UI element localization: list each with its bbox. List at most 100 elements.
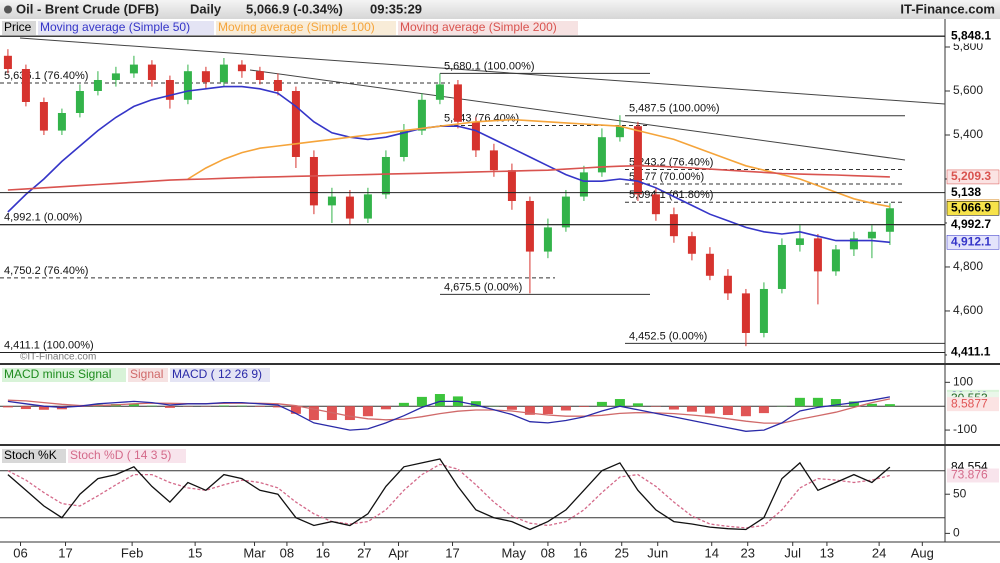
histogram-bar bbox=[362, 406, 373, 417]
candle-body bbox=[435, 84, 444, 100]
legend-entry: Moving average (Simple 100) bbox=[218, 20, 375, 34]
candle-body bbox=[867, 231, 876, 239]
candle-body bbox=[327, 196, 336, 206]
candle-body bbox=[453, 84, 462, 122]
candle-body bbox=[507, 170, 516, 201]
fib-label: 4,411.1 (100.00%) bbox=[4, 339, 94, 351]
candle-body bbox=[147, 64, 156, 80]
legend-entry: Moving average (Simple 200) bbox=[400, 20, 557, 34]
histogram-bar bbox=[380, 406, 391, 410]
price-label-box bbox=[947, 217, 999, 232]
candle-body bbox=[363, 194, 372, 219]
candle-body bbox=[651, 194, 660, 215]
candle-body bbox=[795, 238, 804, 245]
histogram-bar bbox=[470, 401, 481, 407]
histogram-bar bbox=[560, 406, 571, 411]
x-tick-label: 08 bbox=[541, 545, 555, 560]
histogram-bar bbox=[524, 406, 535, 415]
legend-bg bbox=[398, 21, 578, 35]
last-value-label: 8.5877 bbox=[951, 396, 988, 410]
candle-body bbox=[705, 253, 714, 276]
price-label-box bbox=[946, 201, 1000, 216]
histogram-bar bbox=[812, 397, 823, 407]
candle-body bbox=[21, 68, 30, 102]
histogram-bar bbox=[506, 406, 517, 410]
x-tick-label: 15 bbox=[188, 545, 202, 560]
legend-entry: MACD minus Signal bbox=[4, 367, 111, 381]
fib-label: 5,177 (70.00%) bbox=[629, 171, 704, 183]
legend-bg bbox=[2, 21, 36, 35]
fib-label: 4,452.5 (0.00%) bbox=[629, 330, 707, 342]
histogram-bar bbox=[434, 394, 445, 407]
price-label: 5,138 bbox=[951, 185, 981, 199]
fib-label: 5,680.1 (100.00%) bbox=[444, 60, 535, 72]
trend-line bbox=[19, 37, 946, 105]
x-tick-label: 25 bbox=[614, 545, 628, 560]
price-label: 5,066.9 bbox=[951, 200, 991, 214]
legend-entry: Signal bbox=[130, 367, 163, 381]
histogram-bar bbox=[686, 406, 697, 412]
histogram-bar bbox=[668, 406, 679, 410]
last-value-label: 73.876 bbox=[951, 468, 988, 482]
price-label-box bbox=[946, 169, 1000, 185]
candle-body bbox=[165, 79, 174, 100]
candle-body bbox=[831, 249, 840, 272]
series-line bbox=[7, 463, 891, 529]
fib-label: 4,675.5 (0.00%) bbox=[444, 281, 522, 293]
histogram-bar bbox=[272, 406, 283, 408]
candle-body bbox=[885, 208, 894, 232]
candle-body bbox=[687, 236, 696, 254]
y-tick-label: 0 bbox=[953, 526, 960, 540]
price-label: 4,912.1 bbox=[951, 234, 991, 248]
y-tick-label: 5,400 bbox=[953, 127, 983, 141]
candle-body bbox=[75, 90, 84, 113]
candle-body bbox=[291, 90, 300, 157]
histogram-bar bbox=[614, 399, 625, 407]
candle-body bbox=[777, 244, 786, 289]
candle-body bbox=[489, 150, 498, 171]
candle-body bbox=[345, 196, 354, 219]
series-line bbox=[7, 396, 891, 432]
legend-entry: Moving average (Simple 50) bbox=[40, 20, 190, 34]
candle-body bbox=[669, 214, 678, 237]
legend-entry: Price bbox=[4, 20, 32, 34]
price-label-box bbox=[947, 185, 999, 200]
x-tick-label: May bbox=[501, 545, 526, 560]
last-value-box bbox=[947, 468, 999, 483]
candle-body bbox=[93, 79, 102, 91]
fib-label: 4,750.2 (76.40%) bbox=[4, 265, 88, 277]
candle-body bbox=[219, 64, 228, 83]
marks: 4,4004,6004,8005,0005,2005,4005,6005,800… bbox=[0, 20, 1000, 560]
x-tick-label: 17 bbox=[58, 545, 72, 560]
candle-body bbox=[255, 71, 264, 80]
histogram-bar bbox=[344, 406, 355, 421]
histogram-bar bbox=[884, 404, 895, 407]
candle-body bbox=[111, 73, 120, 80]
histogram-bar bbox=[632, 403, 643, 407]
series-line bbox=[7, 458, 891, 531]
candle-body bbox=[3, 55, 12, 69]
legend-entry: Stoch %K bbox=[4, 448, 57, 462]
watermark: ©IT-Finance.com bbox=[20, 352, 96, 363]
y-tick-label: -100 bbox=[953, 422, 977, 436]
series-line bbox=[7, 398, 891, 424]
x-tick-label: 16 bbox=[316, 545, 330, 560]
histogram-bar bbox=[866, 403, 877, 407]
candle-body bbox=[813, 238, 822, 272]
x-tick-label: Jun bbox=[647, 545, 668, 560]
y-tick-label: 50 bbox=[953, 486, 967, 500]
candle-body bbox=[579, 172, 588, 197]
candle-body bbox=[849, 238, 858, 250]
x-tick-label: 17 bbox=[445, 545, 459, 560]
histogram-bar bbox=[794, 397, 805, 407]
y-tick-label: 5,600 bbox=[953, 83, 983, 97]
candle-body bbox=[543, 227, 552, 252]
price: 5,066.9 (-0.34%) bbox=[246, 1, 343, 16]
candle-body bbox=[597, 137, 606, 173]
y-tick-label: 4,800 bbox=[953, 259, 983, 273]
price-label: 4,992.7 bbox=[951, 217, 991, 231]
y-tick-label: 100 bbox=[953, 374, 973, 388]
x-tick-label: Aug bbox=[911, 545, 934, 560]
candle-body bbox=[741, 293, 750, 333]
histogram-bar bbox=[398, 402, 409, 407]
